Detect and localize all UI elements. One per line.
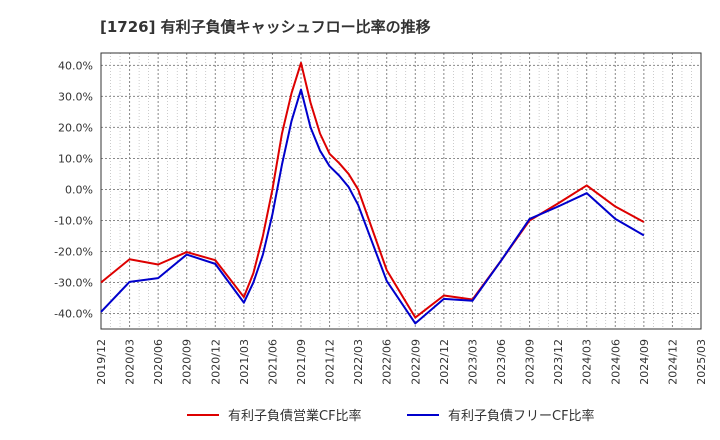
legend: 有利子負債営業CF比率 有利子負債フリーCF比率 xyxy=(187,408,595,424)
x-tick-label: 2022/06 xyxy=(381,339,394,385)
x-tick-label: 2022/12 xyxy=(438,339,451,385)
x-tick-label: 2023/03 xyxy=(466,339,479,385)
y-tick-label: -10.0% xyxy=(54,214,93,227)
y-tick-label: -40.0% xyxy=(54,307,93,320)
x-tick-label: 2021/03 xyxy=(238,339,251,385)
y-tick-label: 20.0% xyxy=(58,121,93,134)
legend-label-operating-cf: 有利子負債営業CF比率 xyxy=(228,408,362,424)
x-axis: 2019/12 2020/03 2020/06 2020/09 2020/12 2021/… xyxy=(95,339,708,385)
y-tick-label: 0.0% xyxy=(65,183,93,196)
x-tick-label: 2024/03 xyxy=(581,339,594,385)
y-tick-label: 30.0% xyxy=(58,90,93,103)
y-tick-label: 10.0% xyxy=(58,152,93,165)
chart-title: [1726] 有利子負債キャッシュフロー比率の推移 xyxy=(100,18,431,36)
x-tick-label: 2020/12 xyxy=(209,339,222,385)
series-line-0 xyxy=(100,61,645,319)
legend-label-free-cf: 有利子負債フリーCF比率 xyxy=(448,408,595,424)
x-tick-label: 2019/12 xyxy=(95,339,108,385)
x-tick-label: 2022/03 xyxy=(352,339,365,385)
grid xyxy=(100,53,702,329)
y-tick-label: 40.0% xyxy=(58,59,93,72)
x-tick-label: 2024/06 xyxy=(609,339,622,385)
x-tick-label: 2021/06 xyxy=(266,339,279,385)
x-tick-label: 2025/03 xyxy=(695,339,708,385)
x-tick-label: 2023/09 xyxy=(524,339,537,385)
x-tick-label: 2024/12 xyxy=(666,339,679,385)
x-tick-label: 2021/12 xyxy=(324,339,337,385)
x-tick-label: 2020/09 xyxy=(181,339,194,385)
y-axis: 40.0% 30.0% 20.0% 10.0% 0.0% -10.0% -20.0% -30.… xyxy=(54,59,93,320)
x-tick-label: 2023/12 xyxy=(552,339,565,385)
series-lines xyxy=(100,61,645,325)
series-line-1 xyxy=(100,88,645,325)
x-tick-label: 2022/09 xyxy=(409,339,422,385)
y-tick-label: -20.0% xyxy=(54,245,93,258)
y-tick-label: -30.0% xyxy=(54,276,93,289)
x-tick-label: 2021/09 xyxy=(295,339,308,385)
x-tick-label: 2020/06 xyxy=(152,339,165,385)
plot-area-border xyxy=(100,52,702,330)
x-tick-label: 2024/09 xyxy=(638,339,651,385)
x-tick-label: 2023/06 xyxy=(495,339,508,385)
x-tick-label: 2020/03 xyxy=(124,339,137,385)
